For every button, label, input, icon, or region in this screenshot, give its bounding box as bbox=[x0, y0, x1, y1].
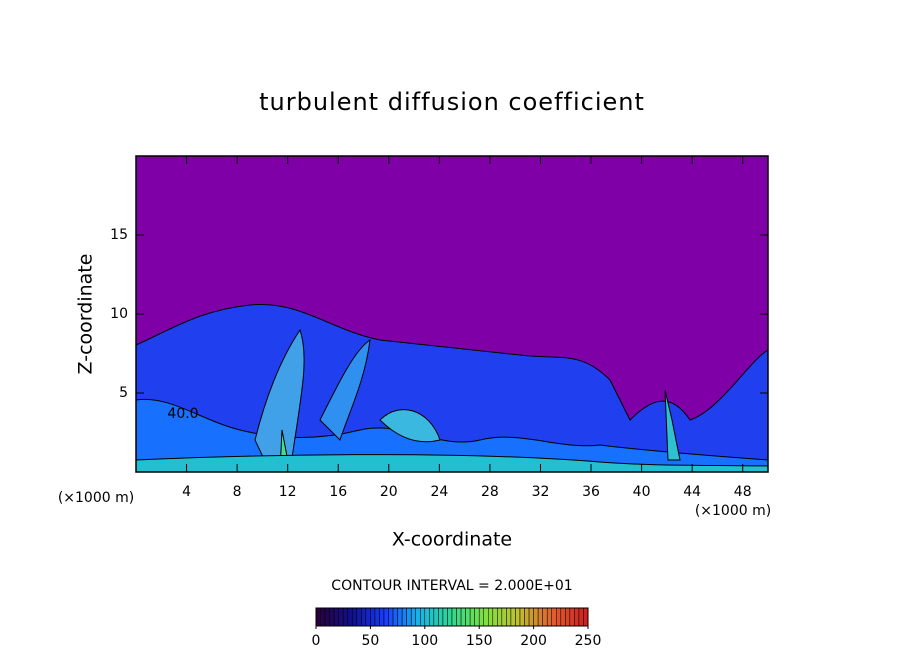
colorbar-swatch bbox=[542, 607, 548, 627]
colorbar-swatch bbox=[447, 607, 453, 627]
colorbar-swatch bbox=[361, 607, 367, 627]
colorbar-swatch bbox=[551, 607, 557, 627]
colorbar-swatch bbox=[433, 607, 439, 627]
colorbar-swatch bbox=[320, 607, 326, 627]
colorbar-swatch bbox=[478, 607, 484, 627]
colorbar-swatch bbox=[415, 607, 421, 627]
colorbar-swatch bbox=[497, 607, 503, 627]
x-tick-label: 32 bbox=[532, 484, 550, 500]
x-tick-label: 12 bbox=[279, 484, 297, 500]
y-axis-label: Z-coordinate bbox=[75, 254, 97, 375]
x-tick-label: 4 bbox=[182, 484, 191, 500]
colorbar-swatch bbox=[424, 607, 430, 627]
colorbar-swatch bbox=[519, 607, 525, 627]
colorbar-swatch bbox=[578, 607, 584, 627]
colorbar-swatch bbox=[356, 607, 362, 627]
colorbar-swatch bbox=[560, 607, 566, 627]
colorbar: 0 50 100 150 200 250 bbox=[312, 607, 602, 649]
colorbar-swatch bbox=[465, 607, 471, 627]
colorbar-swatch bbox=[546, 607, 552, 627]
x-tick-label: 44 bbox=[683, 484, 701, 500]
colorbar-swatch bbox=[537, 607, 543, 627]
colorbar-swatch bbox=[469, 607, 475, 627]
colorbar-swatch bbox=[569, 607, 575, 627]
colorbar-swatch bbox=[515, 607, 521, 627]
y-tick-label: 15 bbox=[110, 227, 128, 243]
colorbar-swatch bbox=[565, 607, 571, 627]
colorbar-swatch bbox=[510, 607, 516, 627]
x-unit-label: (×1000 m) bbox=[695, 503, 771, 519]
x-tick-label: 28 bbox=[481, 484, 499, 500]
colorbar-swatch bbox=[583, 607, 589, 627]
colorbar-swatch bbox=[492, 607, 498, 627]
colorbar-swatch bbox=[333, 607, 339, 627]
y-tick-label: 5 bbox=[119, 385, 128, 401]
contour-label: 40.0 bbox=[167, 406, 198, 422]
colorbar-swatch bbox=[501, 607, 507, 627]
colorbar-swatch bbox=[352, 607, 358, 627]
colorbar-swatch bbox=[488, 607, 494, 627]
colorbar-swatch bbox=[347, 607, 353, 627]
colorbar-swatch bbox=[338, 607, 344, 627]
chart-title: turbulent diffusion coefficient bbox=[259, 88, 645, 116]
colorbar-swatch bbox=[556, 607, 562, 627]
colorbar-swatch bbox=[524, 607, 530, 627]
colorbar-swatch bbox=[397, 607, 403, 627]
x-tick-label: 16 bbox=[329, 484, 347, 500]
x-tick-label: 20 bbox=[380, 484, 398, 500]
colorbar-swatch bbox=[483, 607, 489, 627]
colorbar-swatch bbox=[460, 607, 466, 627]
x-tick-label: 36 bbox=[582, 484, 600, 500]
x-tick-label: 8 bbox=[233, 484, 242, 500]
contour-interval: CONTOUR INTERVAL = 2.000E+01 bbox=[331, 578, 572, 594]
colorbar-swatch bbox=[370, 607, 376, 627]
colorbar-tick-label: 200 bbox=[520, 633, 547, 649]
x-axis-label: X-coordinate bbox=[392, 529, 512, 551]
colorbar-swatch bbox=[410, 607, 416, 627]
colorbar-swatch bbox=[406, 607, 412, 627]
colorbar-tick-label: 250 bbox=[575, 633, 602, 649]
x-tick-label: 24 bbox=[430, 484, 448, 500]
colorbar-tick-label: 150 bbox=[466, 633, 493, 649]
colorbar-swatch bbox=[442, 607, 448, 627]
colorbar-swatch bbox=[574, 607, 580, 627]
colorbar-tick-label: 0 bbox=[312, 633, 321, 649]
colorbar-swatch bbox=[506, 607, 512, 627]
colorbar-swatch bbox=[342, 607, 348, 627]
colorbar-frame bbox=[315, 607, 589, 627]
x-tick-label: 48 bbox=[734, 484, 752, 500]
colorbar-swatch bbox=[456, 607, 462, 627]
x-unit-label: (×1000 m) bbox=[58, 490, 134, 506]
colorbar-swatch bbox=[420, 607, 426, 627]
colorbar-swatch bbox=[383, 607, 389, 627]
colorbar-swatch bbox=[451, 607, 457, 627]
y-tick-label: 10 bbox=[110, 306, 128, 322]
colorbar-tick-label: 50 bbox=[361, 633, 379, 649]
colorbar-swatch bbox=[365, 607, 371, 627]
colorbar-tick-label: 100 bbox=[411, 633, 438, 649]
colorbar-swatch bbox=[392, 607, 398, 627]
colorbar-swatch bbox=[315, 607, 321, 627]
colorbar-swatch bbox=[401, 607, 407, 627]
colorbar-swatch bbox=[528, 607, 534, 627]
colorbar-swatch bbox=[379, 607, 385, 627]
colorbar-swatch bbox=[388, 607, 394, 627]
colorbar-swatch bbox=[429, 607, 435, 627]
x-tick-label: 40 bbox=[633, 484, 651, 500]
colorbar-swatch bbox=[324, 607, 330, 627]
colorbar-swatch bbox=[474, 607, 480, 627]
field: 40.0 bbox=[136, 303, 768, 472]
colorbar-swatch bbox=[374, 607, 380, 627]
colorbar-swatch bbox=[329, 607, 335, 627]
colorbar-swatch bbox=[438, 607, 444, 627]
colorbar-swatch bbox=[533, 607, 539, 627]
